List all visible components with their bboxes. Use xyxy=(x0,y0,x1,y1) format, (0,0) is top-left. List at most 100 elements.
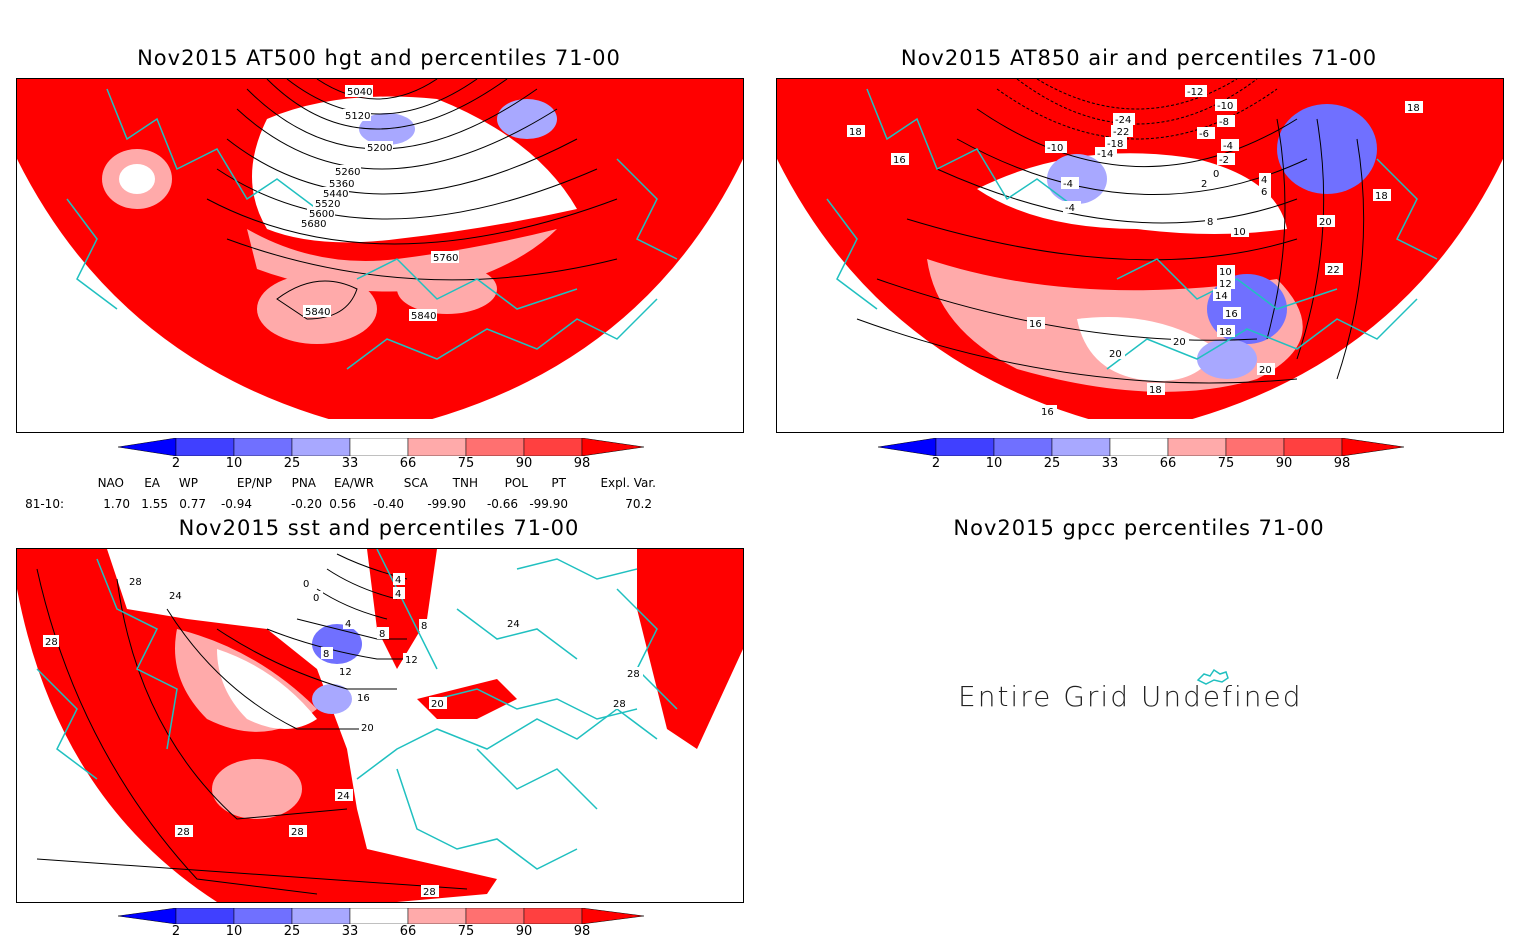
contour-label: 8 xyxy=(421,621,427,632)
contour-label: 20 xyxy=(431,699,444,710)
contour-label: 0 xyxy=(303,579,309,590)
contour-label: 28 xyxy=(423,887,436,898)
sst-white-1 xyxy=(217,649,317,729)
sst-contours xyxy=(36,553,468,895)
indices-header: PT xyxy=(551,476,566,490)
contour-label: -14 xyxy=(1097,149,1113,160)
indices-value: -99.90 xyxy=(427,497,466,511)
sst-contour-labels: 28 24 28 0 0 4 4 8 8 12 12 16 20 20 24 2… xyxy=(43,573,643,898)
contour-label: -4 xyxy=(1065,203,1075,214)
indices-value: -0.94 xyxy=(220,497,252,511)
hgt-corner-left xyxy=(17,159,217,432)
colorbar-tick: 66 xyxy=(1159,456,1177,471)
colorbar-tick: 2 xyxy=(931,456,941,471)
map-sst-svg: 28 24 28 0 0 4 4 8 8 12 12 16 20 20 24 2… xyxy=(17,549,743,902)
colorbar-tick: 90 xyxy=(1275,456,1293,471)
indices-header-row: NAO EA WP EP/NP PNA EA/WR SCA TNH POL PT… xyxy=(0,476,700,492)
contour-label: 2 xyxy=(1201,179,1207,190)
contour-label: 5840 xyxy=(411,311,436,322)
contour-label: 16 xyxy=(1029,319,1042,330)
contour-label: -4 xyxy=(1223,141,1233,152)
contour-label: 8 xyxy=(379,629,385,640)
colorbar-tick: 2 xyxy=(171,456,181,471)
colorbar-tick: 25 xyxy=(283,456,301,471)
contour-label: 20 xyxy=(361,723,374,734)
contour-label: 0 xyxy=(1213,169,1219,180)
sst-ocean-red-east xyxy=(637,549,743,749)
colorbar-tick: 98 xyxy=(573,456,591,471)
contour-label: -10 xyxy=(1217,101,1233,112)
contour-label: 5680 xyxy=(301,219,326,230)
hgt-coastlines xyxy=(66,88,678,370)
contour-label: -10 xyxy=(1047,143,1063,154)
indices-value: 0.77 xyxy=(179,497,206,511)
contour-label: 20 xyxy=(1259,365,1272,376)
contour-label: 5200 xyxy=(367,143,392,154)
colorbar-tick: 2 xyxy=(171,924,181,939)
gpcc-island-fragment xyxy=(1196,668,1229,685)
colorbar-tick: 98 xyxy=(573,924,591,939)
contour-label: 4 xyxy=(345,619,351,630)
contour-label: 4 xyxy=(1261,175,1267,186)
contour-label: 28 xyxy=(129,577,142,588)
colorbar-tick: 75 xyxy=(457,924,475,939)
air-blue-blob-4 xyxy=(1197,339,1257,379)
contour-label: 28 xyxy=(291,827,304,838)
contour-label: 18 xyxy=(1219,327,1232,338)
contour-label: -8 xyxy=(1219,117,1229,128)
hgt-contour-labels: 5040 5120 5200 5260 5360 5440 5520 5600 … xyxy=(299,85,459,322)
contour-label: 28 xyxy=(613,699,626,710)
hgt-corner-right xyxy=(543,159,743,432)
indices-value-row: 81-10: 1.70 1.55 0.77 -0.94 -0.20 0.56 -… xyxy=(0,497,700,513)
colorbar-tick: 25 xyxy=(283,924,301,939)
map-panel-sst: 28 24 28 0 0 4 4 8 8 12 12 16 20 20 24 2… xyxy=(16,548,744,903)
contour-label: 28 xyxy=(627,669,640,680)
colorbar-sst: 2 10 25 33 66 75 90 98 xyxy=(117,907,645,940)
indices-header: EA/WR xyxy=(333,476,374,490)
contour-label: 4 xyxy=(395,589,401,600)
indices-header: WP xyxy=(178,476,198,490)
indices-value: -99.90 xyxy=(529,497,568,511)
colorbar-tick: 10 xyxy=(225,456,243,471)
colorbar-tick: 33 xyxy=(341,456,359,471)
contour-label: 16 xyxy=(357,693,370,704)
contour-label: 10 xyxy=(1233,227,1246,238)
map-air-svg: -12 -10 -8 -6 -4 -2 0 2 4 6 8 10 -24 -22… xyxy=(777,79,1503,432)
map-panel-hgt: 5040 5120 5200 5260 5360 5440 5520 5600 … xyxy=(16,78,744,433)
colorbar-tick: 75 xyxy=(457,456,475,471)
contour-label: 5520 xyxy=(315,199,340,210)
colorbar-sst-svg xyxy=(117,907,645,925)
indices-row-label: 81-10: xyxy=(25,497,64,511)
sst-north-sea xyxy=(367,549,437,669)
contour-label: 8 xyxy=(1207,217,1213,228)
colorbar-tick: 90 xyxy=(515,456,533,471)
indices-value: -0.20 xyxy=(290,497,322,511)
colorbar-tick: 98 xyxy=(1333,456,1351,471)
air-blue-blob-1 xyxy=(1277,104,1377,194)
map-panel-air: -12 -10 -8 -6 -4 -2 0 2 4 6 8 10 -24 -22… xyxy=(776,78,1504,433)
colorbar-tick: 10 xyxy=(225,924,243,939)
contour-label: 18 xyxy=(1407,103,1420,114)
contour-label: 16 xyxy=(893,155,906,166)
colorbar-tick: 33 xyxy=(1101,456,1119,471)
colorbar-hgt-svg xyxy=(117,437,645,457)
map-hgt-svg: 5040 5120 5200 5260 5360 5440 5520 5600 … xyxy=(17,79,743,432)
contour-label: 12 xyxy=(339,667,352,678)
sst-blue-1 xyxy=(312,624,362,664)
colorbar-tick: 66 xyxy=(399,456,417,471)
contour-label: 18 xyxy=(1375,191,1388,202)
contour-label: 5600 xyxy=(309,209,334,220)
contour-label: 5120 xyxy=(345,111,370,122)
panel-title-gpcc: Nov2015 gpcc percentiles 71-00 xyxy=(953,516,1325,540)
contour-label: 20 xyxy=(1109,349,1122,360)
contour-label: 4 xyxy=(395,575,401,586)
contour-label: 20 xyxy=(1319,217,1332,228)
sst-blue-2 xyxy=(312,684,352,714)
contour-label: 5840 xyxy=(305,307,330,318)
indices-value: -0.66 xyxy=(486,497,518,511)
air-contour-labels: -12 -10 -8 -6 -4 -2 0 2 4 6 8 10 -24 -22… xyxy=(847,85,1423,418)
contour-label: 24 xyxy=(507,619,520,630)
contour-label: -6 xyxy=(1199,129,1209,140)
contour-label: 10 xyxy=(1219,267,1232,278)
contour-label: 12 xyxy=(405,655,418,666)
